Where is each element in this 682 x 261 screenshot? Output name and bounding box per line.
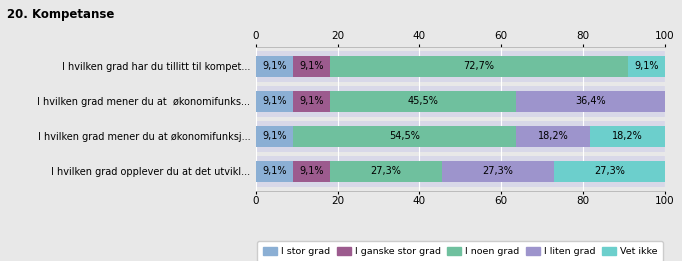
Bar	[293, 126, 516, 147]
Text: 20. Kompetanse: 20. Kompetanse	[7, 8, 114, 21]
Text: 27,3%: 27,3%	[482, 166, 514, 176]
Bar	[256, 86, 665, 117]
Text: 9,1%: 9,1%	[299, 96, 324, 106]
Text: 9,1%: 9,1%	[262, 166, 286, 176]
Bar	[293, 161, 330, 182]
Bar	[256, 91, 293, 112]
Bar	[554, 161, 666, 182]
Text: 36,4%: 36,4%	[576, 96, 606, 106]
Text: 9,1%: 9,1%	[262, 96, 286, 106]
Text: 9,1%: 9,1%	[299, 61, 324, 71]
Bar	[591, 126, 665, 147]
Text: 9,1%: 9,1%	[634, 61, 659, 71]
Bar	[256, 161, 293, 182]
Text: 72,7%: 72,7%	[464, 61, 494, 71]
Bar	[330, 56, 627, 77]
Bar	[293, 56, 330, 77]
Text: 45,5%: 45,5%	[408, 96, 439, 106]
Text: 54,5%: 54,5%	[389, 131, 420, 141]
Bar	[256, 126, 293, 147]
Bar	[256, 156, 665, 187]
Text: 9,1%: 9,1%	[299, 166, 324, 176]
Bar	[256, 56, 293, 77]
Bar	[330, 91, 516, 112]
Text: 18,2%: 18,2%	[538, 131, 569, 141]
Bar	[330, 161, 442, 182]
Text: 27,3%: 27,3%	[370, 166, 402, 176]
Bar	[256, 121, 665, 152]
Text: 27,3%: 27,3%	[594, 166, 625, 176]
Text: 9,1%: 9,1%	[262, 61, 286, 71]
Bar	[516, 126, 591, 147]
Bar	[256, 51, 665, 82]
Bar	[293, 91, 330, 112]
Text: 9,1%: 9,1%	[262, 131, 286, 141]
Text: 18,2%: 18,2%	[612, 131, 643, 141]
Bar	[627, 56, 665, 77]
Bar	[516, 91, 666, 112]
Legend: I stor grad, I ganske stor grad, I noen grad, I liten grad, Vet ikke: I stor grad, I ganske stor grad, I noen …	[257, 241, 664, 261]
Bar	[442, 161, 554, 182]
